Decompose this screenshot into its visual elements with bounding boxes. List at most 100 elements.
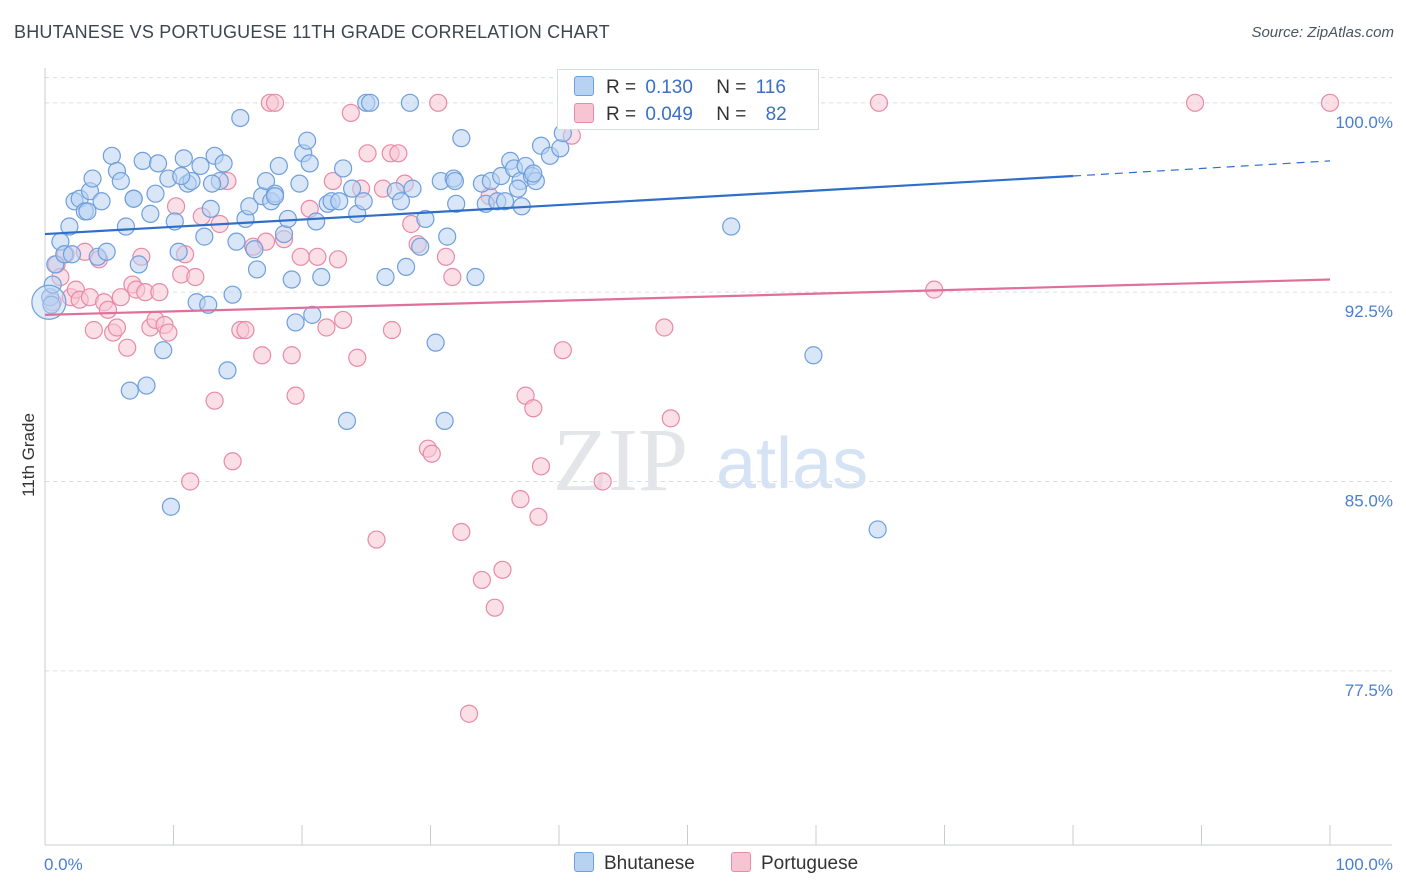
point-bhutanese: [129, 255, 148, 274]
point-portuguese: [511, 490, 530, 509]
point-bhutanese: [78, 202, 97, 221]
point-bhutanese: [256, 171, 276, 191]
point-bhutanese: [146, 184, 165, 203]
point-portuguese: [107, 318, 127, 337]
point-portuguese: [1320, 93, 1340, 112]
point-portuguese: [436, 247, 456, 266]
point-portuguese: [661, 409, 680, 428]
point-bhutanese: [354, 192, 373, 211]
point-bhutanese: [231, 108, 250, 128]
point-bhutanese: [298, 131, 317, 150]
y-axis-label: 11th Grade: [19, 413, 38, 497]
point-portuguese: [98, 300, 118, 319]
point-bhutanese: [218, 361, 237, 380]
point-bhutanese: [111, 171, 130, 191]
legend-n-value: 82: [765, 104, 787, 125]
series-legend: Bhutanese Portuguese: [0, 852, 1406, 878]
point-bhutanese: [265, 187, 285, 206]
point-portuguese: [869, 93, 889, 112]
point-portuguese: [186, 267, 205, 287]
point-bhutanese: [120, 381, 139, 400]
x-tick-label: 100.0%: [1335, 855, 1393, 874]
point-bhutanese: [376, 267, 395, 287]
point-bhutanese: [286, 313, 305, 332]
point-portuguese: [265, 93, 285, 112]
legend-swatch-pink: [731, 852, 751, 872]
point-bhutanese: [274, 224, 294, 244]
y-tick-label: 77.5%: [1345, 681, 1393, 700]
point-portuguese: [389, 144, 408, 163]
legend-swatch-blue: [574, 76, 594, 96]
point-bhutanese: [83, 169, 102, 188]
trend-line-portuguese: [44, 278, 1331, 316]
point-bhutanese: [495, 192, 515, 211]
point-portuguese: [253, 346, 272, 365]
point-bhutanese: [191, 156, 210, 176]
trend-line-bhutanese: [44, 174, 1074, 236]
point-bhutanese: [416, 209, 435, 229]
point-bhutanese: [116, 217, 136, 236]
point-bhutanese: [303, 305, 322, 324]
point-bhutanese-cluster: [31, 284, 67, 320]
point-portuguese: [84, 320, 103, 340]
legend-item-portuguese[interactable]: Portuguese: [731, 852, 858, 875]
y-tick-label: 100.0%: [1335, 113, 1393, 132]
point-portuguese: [553, 341, 572, 360]
watermark-zip: ZIP: [553, 411, 688, 510]
point-portuguese: [334, 310, 353, 330]
point-bhutanese: [172, 166, 191, 186]
point-bhutanese: [124, 189, 143, 208]
point-portuguese: [286, 386, 305, 405]
x-tick-labels: 0.0% 100.0%: [44, 855, 1393, 874]
legend-label-portuguese: Portuguese: [761, 853, 859, 874]
point-bhutanese: [426, 333, 445, 352]
point-bhutanese: [411, 237, 430, 256]
trend-lines: [44, 160, 1331, 316]
point-portuguese: [317, 318, 336, 337]
correlation-legend: R = 0.130 N = 116 R = 0.049 N = 82: [557, 69, 819, 130]
legend-label-bhutanese: Bhutanese: [604, 853, 695, 874]
point-bhutanese: [435, 411, 454, 430]
point-bhutanese: [400, 93, 420, 112]
y-tick-label: 92.5%: [1345, 302, 1393, 321]
point-bhutanese: [92, 192, 111, 211]
point-portuguese: [308, 247, 327, 266]
point-bhutanese: [154, 341, 173, 360]
point-portuguese: [1185, 93, 1205, 112]
point-bhutanese: [223, 285, 242, 304]
point-portuguese: [472, 570, 491, 590]
point-bhutanese: [247, 260, 267, 279]
point-bhutanese: [43, 275, 62, 294]
point-portuguese: [166, 197, 186, 216]
point-portuguese: [367, 530, 386, 549]
chart-title: BHUTANESE VS PORTUGUESE 11TH GRADE CORRE…: [14, 22, 610, 42]
point-bhutanese: [334, 159, 353, 178]
point-portuguese: [159, 323, 178, 342]
point-bhutanese: [551, 139, 570, 158]
point-bhutanese: [161, 497, 181, 516]
point-bhutanese: [447, 194, 466, 213]
point-portuguese: [111, 288, 130, 307]
point-bhutanese: [141, 204, 160, 223]
point-bhutanese: [804, 346, 823, 365]
point-bhutanese: [199, 295, 218, 314]
point-bhutanese: [227, 232, 246, 251]
point-portuguese: [328, 250, 348, 269]
point-portuguese: [223, 452, 242, 471]
legend-item-bhutanese[interactable]: Bhutanese: [574, 852, 695, 875]
point-portuguese: [323, 171, 342, 191]
point-bhutanese: [312, 267, 331, 287]
point-bhutanese: [42, 295, 61, 314]
trend-line-extension: [1072, 160, 1331, 177]
point-bhutanese: [391, 192, 411, 211]
point-bhutanese: [300, 154, 319, 173]
point-bhutanese: [240, 197, 259, 216]
legend-r-value: 0.049: [645, 104, 693, 125]
point-bhutanese: [148, 154, 168, 173]
point-portuguese: [655, 318, 674, 337]
point-bhutanese: [445, 171, 465, 191]
point-portuguese: [593, 472, 612, 491]
point-bhutanese: [102, 146, 121, 165]
point-portuguese: [524, 399, 543, 418]
